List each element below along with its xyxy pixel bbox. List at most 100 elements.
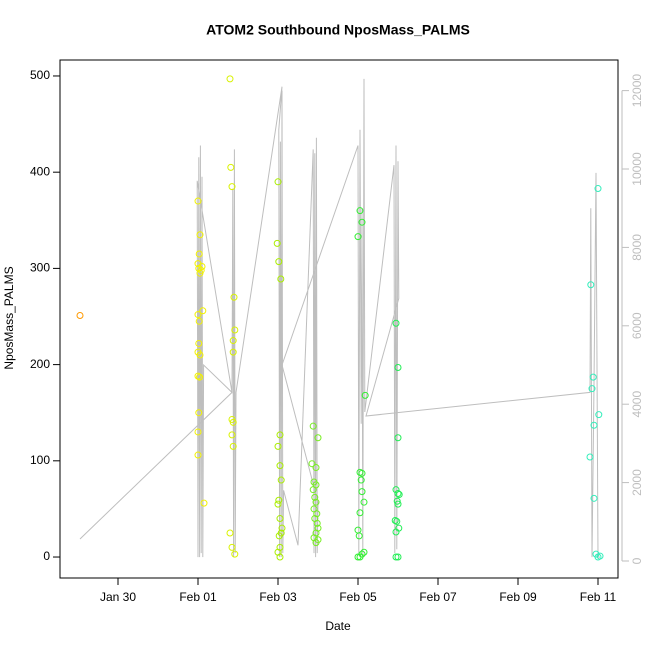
point xyxy=(394,363,402,371)
y2-tick-label: 4000 xyxy=(630,391,644,418)
point xyxy=(229,348,237,356)
point xyxy=(195,339,203,347)
point xyxy=(360,548,368,556)
point xyxy=(76,312,84,320)
x-axis-label: Date xyxy=(325,619,351,633)
point xyxy=(274,178,282,186)
point xyxy=(276,462,284,470)
point xyxy=(229,337,237,345)
point xyxy=(314,434,322,442)
point xyxy=(228,183,236,191)
y-tick-label: 200 xyxy=(30,357,50,371)
point xyxy=(194,428,202,436)
point xyxy=(229,442,237,450)
point xyxy=(309,422,317,430)
altitude-line xyxy=(79,78,600,558)
point xyxy=(226,529,234,537)
point xyxy=(394,434,402,442)
x-tick-label: Feb 09 xyxy=(499,590,537,604)
point xyxy=(278,524,286,532)
point xyxy=(275,258,283,266)
point xyxy=(594,185,602,193)
point xyxy=(356,553,364,561)
point xyxy=(392,319,400,327)
y-tick-label: 400 xyxy=(30,164,50,178)
point xyxy=(394,490,402,498)
point xyxy=(196,373,204,381)
point xyxy=(357,476,365,484)
point xyxy=(312,498,320,506)
point xyxy=(311,493,319,501)
point xyxy=(392,553,400,561)
y-tick-label: 300 xyxy=(30,261,50,275)
point xyxy=(358,218,366,226)
point xyxy=(230,293,238,301)
point xyxy=(356,207,364,215)
point xyxy=(588,385,596,393)
point xyxy=(276,515,284,523)
point xyxy=(394,500,402,508)
y-tick-label: 0 xyxy=(43,549,50,563)
y-tick-label: 100 xyxy=(30,453,50,467)
point xyxy=(195,250,203,258)
point xyxy=(195,409,203,417)
point xyxy=(312,464,320,472)
point xyxy=(589,373,597,381)
chart-title: ATOM2 Southbound NposMass_PALMS xyxy=(206,22,470,38)
point xyxy=(358,488,366,496)
point xyxy=(196,231,204,239)
y2-tick-label: 6000 xyxy=(630,312,644,339)
point xyxy=(231,326,239,334)
point xyxy=(590,494,598,502)
point xyxy=(275,496,283,504)
point xyxy=(194,197,202,205)
point xyxy=(275,532,283,540)
point xyxy=(392,528,400,536)
point xyxy=(228,543,236,551)
point xyxy=(586,453,594,461)
x-tick-label: Feb 03 xyxy=(259,590,297,604)
point xyxy=(393,497,401,505)
point xyxy=(354,553,362,561)
point xyxy=(355,532,363,540)
point xyxy=(308,460,316,468)
point xyxy=(391,516,399,524)
point xyxy=(595,411,603,419)
point xyxy=(309,486,317,494)
point xyxy=(354,233,362,241)
plot-frame xyxy=(59,59,619,579)
point xyxy=(354,526,362,534)
x-tick-label: Feb 05 xyxy=(339,590,377,604)
x-tick-label: Feb 01 xyxy=(179,590,217,604)
point xyxy=(360,498,368,506)
point xyxy=(276,553,284,561)
point xyxy=(273,239,281,247)
point xyxy=(596,552,604,560)
point xyxy=(194,311,202,319)
point xyxy=(274,500,282,508)
point xyxy=(228,431,236,439)
point xyxy=(277,476,285,484)
point xyxy=(195,317,203,325)
point xyxy=(394,553,402,561)
point xyxy=(198,262,206,270)
point xyxy=(393,517,401,525)
point xyxy=(276,431,284,439)
y2-tick-label: 12000 xyxy=(630,74,644,108)
y-tick-label: 500 xyxy=(30,68,50,82)
point xyxy=(194,451,202,459)
point xyxy=(229,418,237,426)
point xyxy=(587,281,595,289)
y2-tick-label: 2000 xyxy=(630,469,644,496)
point xyxy=(356,509,364,517)
point xyxy=(395,490,403,498)
y2-tick-label: 8000 xyxy=(630,234,644,261)
point xyxy=(194,372,202,380)
point xyxy=(227,163,235,171)
y2-tick-label: 10000 xyxy=(630,152,644,186)
point xyxy=(274,442,282,450)
point xyxy=(196,351,204,359)
y-axis-label: NposMass_PALMS xyxy=(2,266,16,369)
point xyxy=(392,486,400,494)
